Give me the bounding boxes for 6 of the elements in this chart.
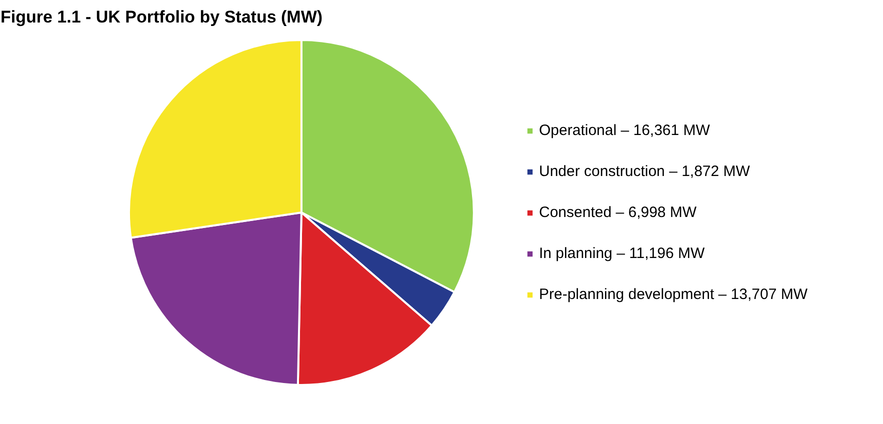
chart-title: Figure 1.1 - UK Portfolio by Status (MW) [0, 8, 323, 26]
legend-label: Operational – 16,361 MW [539, 122, 710, 139]
legend-label: Consented – 6,998 MW [539, 204, 697, 221]
legend-label: Under construction – 1,872 MW [539, 163, 750, 180]
legend-label: Pre-planning development – 13,707 MW [539, 286, 808, 303]
legend-label: In planning – 11,196 MW [539, 245, 705, 262]
